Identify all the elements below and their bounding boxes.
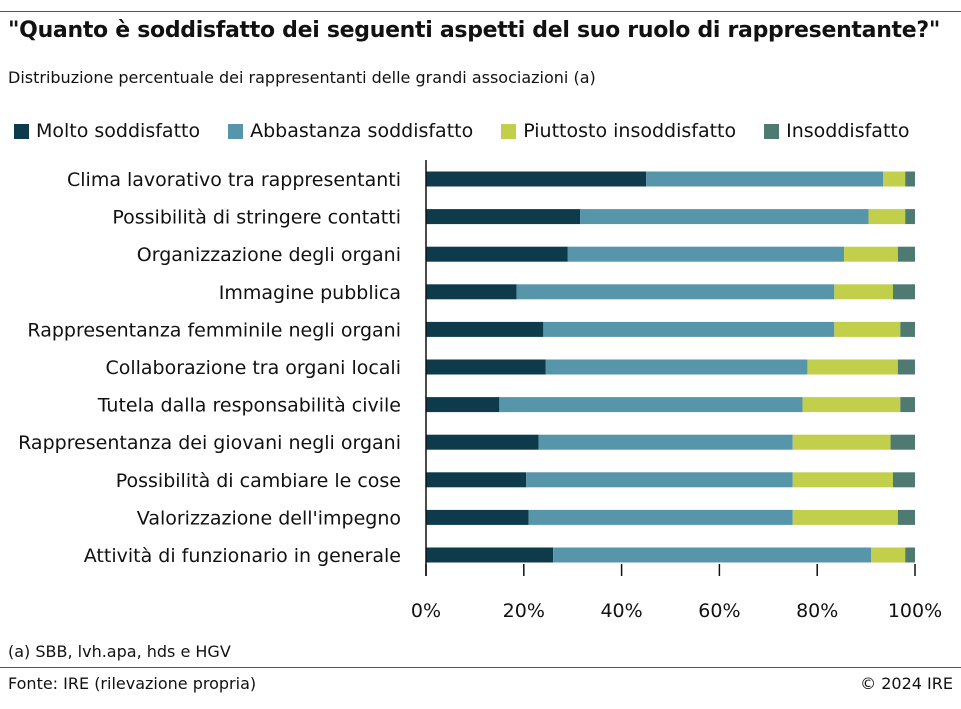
chart-title: "Quanto è soddisfatto dei seguenti aspet… [8, 18, 941, 43]
bar-segment [528, 509, 793, 525]
bar-segment [892, 284, 915, 300]
bar-segment [897, 359, 915, 375]
legend-label: Piuttosto insoddisfatto [523, 120, 737, 142]
bar-segment [426, 171, 647, 187]
bar-segment [807, 359, 898, 375]
bar-segment [553, 547, 871, 563]
legend-label: Molto soddisfatto [36, 120, 201, 142]
category-label: Possibilità di cambiare le cose [116, 470, 401, 492]
bar-segment [545, 359, 808, 375]
bar-segment [897, 246, 915, 262]
x-tick-label: 60% [698, 600, 740, 622]
legend-swatch [764, 123, 780, 139]
category-label: Valorizzazione dell'impegno [137, 507, 401, 529]
bar-segment [426, 284, 517, 300]
bar-segment [900, 397, 915, 413]
bar-segment [426, 246, 568, 262]
x-tick-label: 80% [796, 600, 838, 622]
bar-segment [580, 209, 869, 225]
bar-segment [897, 509, 915, 525]
legend-label: Abbastanza soddisfatto [250, 120, 474, 142]
bar-segment [499, 397, 803, 413]
top-divider [0, 11, 961, 12]
source-text: Fonte: IRE (rilevazione propria) [8, 674, 257, 693]
x-tick-label: 100% [888, 600, 942, 622]
bar-segment [426, 321, 544, 337]
bar-segment [543, 321, 835, 337]
bar-segment [526, 472, 793, 488]
bar-segment [516, 284, 835, 300]
bar-segment [792, 509, 898, 525]
category-label: Tutela dalla responsabilità civile [97, 395, 401, 417]
bar-segment [538, 434, 793, 450]
bar-segment [834, 321, 901, 337]
x-tick-label: 20% [503, 600, 545, 622]
x-tick-label: 0% [411, 600, 441, 622]
legend-swatch [501, 123, 517, 139]
bar-segment [426, 434, 539, 450]
legend-label: Insoddisfatto [786, 120, 910, 142]
chart-subtitle: Distribuzione percentuale dei rappresent… [8, 68, 596, 87]
copyright-text: © 2024 IRE [860, 674, 953, 693]
bar-segment [426, 397, 500, 413]
bottom-divider [0, 667, 961, 668]
legend-item: Piuttosto insoddisfatto [501, 120, 736, 142]
chart-legend: Molto soddisfatto Abbastanza soddisfatto P… [14, 120, 909, 142]
bar-segment [792, 472, 893, 488]
bar-segment [834, 284, 893, 300]
category-label: Rappresentanza femminile negli organi [27, 319, 401, 341]
category-label: Clima lavorativo tra rappresentanti [67, 169, 401, 191]
bar-segment [905, 547, 915, 563]
legend-item: Insoddisfatto [764, 120, 909, 142]
bar-segment [426, 209, 581, 225]
bar-segment [802, 397, 901, 413]
bar-segment [426, 359, 546, 375]
footnote: (a) SBB, lvh.apa, hds e HGV [8, 642, 231, 661]
legend-item: Molto soddisfatto [14, 120, 200, 142]
bar-segment [892, 472, 915, 488]
bar-segment [567, 246, 845, 262]
x-tick-label: 40% [600, 600, 642, 622]
bar-segment [426, 509, 529, 525]
bar-segment [883, 171, 906, 187]
legend-swatch [228, 123, 244, 139]
bar-segment [868, 209, 906, 225]
bar-segment [905, 171, 915, 187]
legend-item: Abbastanza soddisfatto [228, 120, 473, 142]
bar-segment [792, 434, 891, 450]
bar-segment [844, 246, 898, 262]
legend-swatch [14, 123, 29, 139]
category-label: Immagine pubblica [219, 282, 401, 304]
bar-segment [426, 472, 527, 488]
bar-segment [870, 547, 906, 563]
category-label: Attività di funzionario in generale [84, 545, 401, 567]
category-label: Collaborazione tra organi locali [105, 357, 401, 379]
bar-segment [905, 209, 915, 225]
stacked-bar-chart: Clima lavorativo tra rappresentanti Possi… [18, 160, 942, 622]
category-label: Possibilità di stringere contatti [112, 207, 401, 229]
bar-segment [900, 321, 915, 337]
bar-segment [426, 547, 554, 563]
category-label: Organizzazione degli organi [137, 244, 401, 266]
category-label: Rappresentanza dei giovani negli organi [18, 432, 401, 454]
bar-segment [646, 171, 884, 187]
bar-segment [890, 434, 915, 450]
